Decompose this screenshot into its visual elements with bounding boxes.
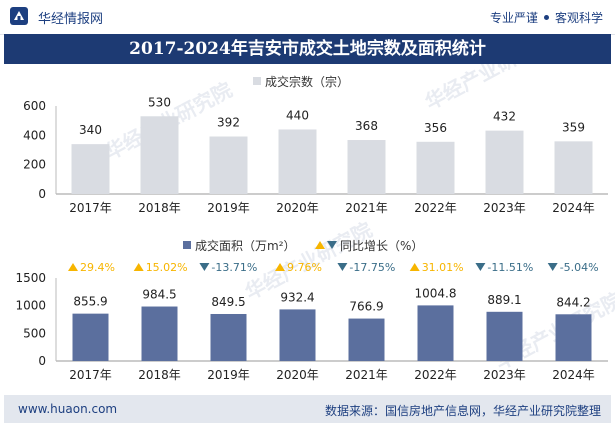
data-label-area: 766.9 (349, 300, 383, 314)
data-label-count: 368 (355, 119, 378, 133)
data-label-count: 440 (286, 108, 309, 122)
bar-count (71, 144, 110, 194)
growth-up-triangle-icon (409, 263, 420, 271)
bar-area (72, 313, 109, 361)
legend-label-count: 成交宗数（宗） (265, 74, 349, 89)
growth-label: 15.02% (146, 261, 188, 274)
bar-area (417, 305, 454, 361)
x-tick-label: 2018年 (138, 201, 181, 215)
x-tick-label: 2024年 (552, 201, 595, 215)
data-source: 数据来源：国信房地产信息网，华经产业研究院整理 (324, 404, 601, 418)
bar-count (347, 140, 386, 194)
watermark-text: 华经产业研究院 (421, 64, 556, 114)
growth-label: 31.01% (422, 261, 464, 274)
x-tick-label: 2021年 (345, 201, 388, 215)
x-tick-label: 2024年 (552, 368, 595, 382)
slogan: 专业严谨 客观科学 (490, 9, 603, 26)
growth-down-triangle-icon (547, 263, 558, 271)
title-bar: 2017-2024年吉安市成交土地宗数及面积统计 (4, 34, 611, 64)
data-label-area: 1004.8 (415, 286, 457, 300)
x-tick-label: 2020年 (276, 201, 319, 215)
bar-area (210, 313, 247, 361)
data-label-count: 530 (148, 95, 171, 109)
x-tick-label: 2022年 (414, 368, 457, 382)
huajing-logo-icon (10, 7, 28, 25)
top-bar: 华经情报网 专业严谨 客观科学 (0, 0, 615, 35)
growth-down-triangle-icon (337, 263, 348, 271)
legend-swatch-count (253, 77, 261, 85)
data-label-count: 359 (562, 120, 585, 134)
growth-up-triangle-icon (275, 263, 285, 271)
brand-name: 华经情报网 (38, 12, 104, 27)
x-tick-label: 2021年 (345, 368, 388, 382)
x-tick-label: 2017年 (69, 201, 112, 215)
growth-down-triangle-icon (199, 263, 210, 271)
data-label-area: 849.5 (211, 295, 245, 309)
bar-count (554, 141, 593, 194)
bar-area (486, 311, 523, 361)
y-tick-label: 1000 (15, 299, 46, 313)
chart-title: 2017-2024年吉安市成交土地宗数及面积统计 (129, 39, 486, 59)
slogan-dot-icon (543, 15, 549, 20)
website-link[interactable]: www.huaon.com (18, 402, 118, 416)
bar-count (485, 130, 524, 194)
data-label-area: 932.4 (280, 290, 314, 304)
growth-label: -17.75% (349, 261, 395, 274)
y-tick-label: 600 (23, 99, 46, 113)
bar-area (348, 318, 385, 361)
legend-label-area: 成交面积（万m²） (195, 238, 296, 253)
y-tick-label: 500 (23, 326, 46, 340)
bar-area (555, 314, 592, 361)
y-tick-label: 0 (38, 354, 46, 368)
x-tick-label: 2020年 (276, 368, 319, 382)
x-tick-label: 2019年 (207, 201, 250, 215)
y-tick-label: 200 (23, 158, 46, 172)
bar-count (278, 129, 317, 194)
x-tick-label: 2019年 (207, 368, 250, 382)
bar-count (416, 141, 455, 194)
slogan-right: 客观科学 (554, 11, 603, 25)
growth-label: -5.04% (560, 261, 599, 274)
bar-count (209, 136, 248, 194)
legend-up-triangle-icon (315, 241, 325, 249)
growth-label: 29.4% (80, 261, 115, 274)
slogan-left: 专业严谨 (489, 11, 538, 25)
growth-down-triangle-icon (475, 263, 486, 271)
data-label-count: 392 (217, 116, 240, 130)
legend-down-triangle-icon (327, 241, 337, 249)
x-tick-label: 2023年 (483, 201, 526, 215)
data-label-area: 984.5 (142, 288, 176, 302)
y-tick-label: 0 (38, 187, 46, 201)
data-label-area: 844.2 (556, 295, 590, 309)
data-label-count: 432 (493, 110, 516, 124)
legend-label-growth: 同比增长（%） (340, 239, 423, 253)
bar-area (141, 306, 178, 361)
x-tick-label: 2018年 (138, 368, 181, 382)
y-tick-label: 1500 (15, 271, 46, 285)
x-tick-label: 2023年 (483, 368, 526, 382)
growth-up-triangle-icon (68, 263, 78, 271)
legend-swatch-area (183, 241, 191, 249)
charts-area: 华经产业研究院华经产业研究院华经产业研究院华经产业研究院成交宗数（宗）02004… (15, 64, 615, 382)
data-label-count: 340 (79, 123, 102, 137)
growth-label: -13.71% (211, 261, 257, 274)
data-label-count: 356 (424, 121, 447, 135)
y-tick-label: 400 (23, 128, 46, 142)
bar-area (279, 309, 316, 361)
bar-count (140, 116, 179, 194)
growth-label: -11.51% (487, 261, 533, 274)
data-label-area: 855.9 (73, 295, 107, 309)
x-tick-label: 2022年 (414, 201, 457, 215)
x-tick-label: 2017年 (69, 368, 112, 382)
footer-bar: www.huaon.com 数据来源：国信房地产信息网，华经产业研究院整理 (4, 395, 611, 423)
growth-up-triangle-icon (133, 263, 144, 271)
data-label-area: 889.1 (487, 293, 521, 307)
growth-label: 9.76% (287, 261, 322, 274)
